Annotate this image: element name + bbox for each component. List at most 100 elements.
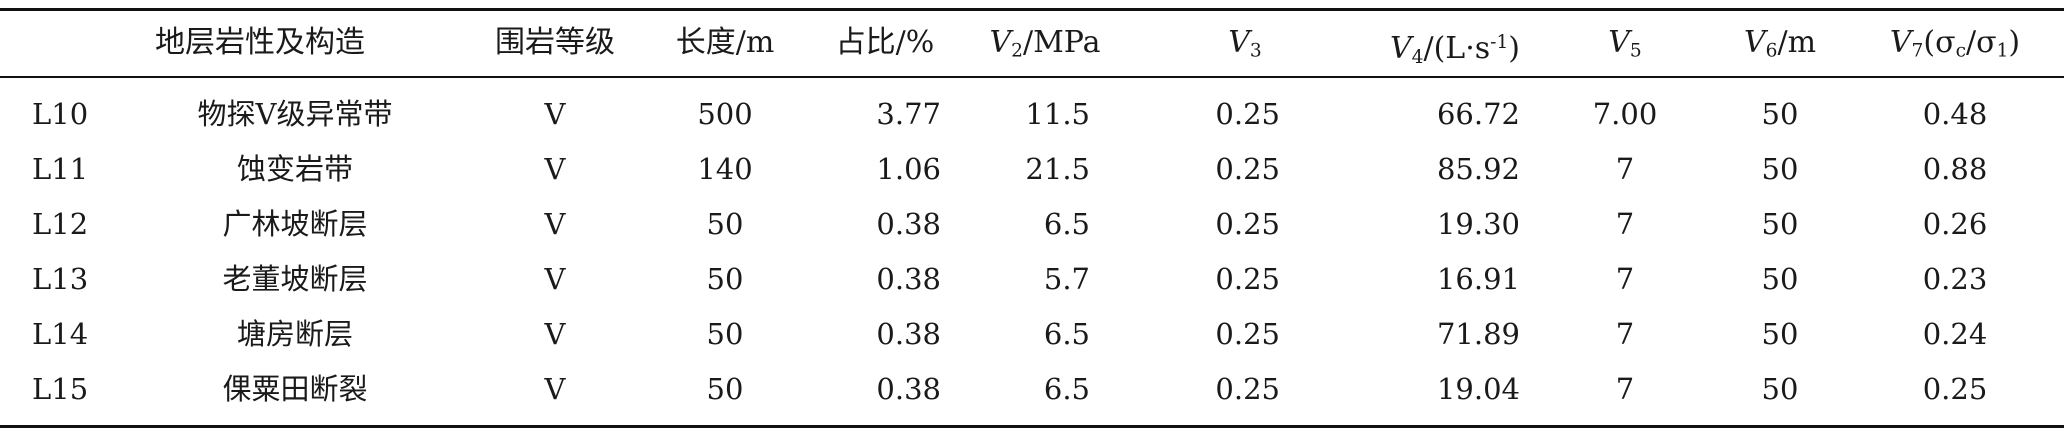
header-v3-symbol: V: [1228, 25, 1250, 60]
row-id: L11: [32, 152, 89, 186]
row-v7: 0.23: [1922, 262, 1988, 296]
row-v2: 6.5: [1043, 372, 1090, 406]
row-v5: 7: [1615, 152, 1635, 186]
row-grade: V: [544, 152, 566, 186]
row-v7: 0.88: [1922, 152, 1988, 186]
table-row: L10 物探V级异常带 V 500 3.77 11.5 0.25 66.72 7…: [0, 87, 2064, 141]
table-row: L13 老董坡断层 V 50 0.38 5.7 0.25 16.91 7 50 …: [0, 252, 2064, 306]
row-v2: 21.5: [1025, 152, 1090, 186]
row-v4: 16.91: [1436, 262, 1520, 296]
row-grade: V: [544, 372, 566, 406]
header-v6-symbol: V: [1743, 25, 1766, 60]
header-v3-sub: 3: [1249, 40, 1262, 62]
row-v5: 7: [1615, 262, 1635, 296]
row-grade: V: [544, 262, 566, 296]
row-v4: 71.89: [1436, 317, 1520, 351]
table-row: L15 倮粟田断裂 V 50 0.38 6.5 0.25 19.04 7 50 …: [0, 362, 2064, 416]
header-v4-unit: /(L·s: [1423, 31, 1491, 67]
header-v4-symbol: V: [1389, 31, 1412, 67]
row-v3: 0.25: [1215, 317, 1280, 351]
row-ratio: 0.38: [876, 262, 941, 296]
row-v4: 85.92: [1436, 152, 1520, 186]
header-v5: V5: [1560, 16, 1690, 70]
table-row: L12 广林坡断层 V 50 0.38 6.5 0.25 19.30 7 50 …: [0, 197, 2064, 251]
header-v6-sub: 6: [1765, 40, 1778, 62]
header-v3: V3: [1170, 16, 1320, 70]
header-v6-unit: /m: [1777, 25, 1817, 60]
row-length: 500: [697, 97, 753, 131]
row-length: 50: [706, 262, 744, 296]
row-v5: 7.00: [1592, 97, 1658, 131]
row-v5: 7: [1615, 317, 1635, 351]
header-layer: 地层岩性及构造: [60, 16, 460, 70]
row-v2: 5.7: [1043, 262, 1090, 296]
row-layer-name: 倮粟田断裂: [222, 372, 368, 406]
row-v4: 66.72: [1436, 97, 1520, 131]
row-v3: 0.25: [1215, 262, 1280, 296]
header-ratio: 占比/%: [835, 25, 935, 60]
row-v6: 50: [1761, 372, 1799, 406]
row-id: L14: [32, 317, 89, 351]
row-layer-name: 广林坡断层: [222, 207, 368, 241]
row-v6: 50: [1761, 262, 1799, 296]
header-v2-symbol: V: [989, 25, 1012, 60]
row-layer-name: 塘房断层: [236, 317, 353, 351]
header-v7-sub: 7: [1911, 40, 1924, 62]
row-ratio: 0.38: [876, 372, 941, 406]
row-id: L12: [32, 207, 89, 241]
row-v4: 19.04: [1436, 372, 1520, 406]
header-v7-mid: /σ: [1965, 25, 1997, 60]
row-v5: 7: [1615, 207, 1635, 241]
header-v2-unit: /MPa: [1022, 25, 1101, 60]
header-v2: V2/MPa: [960, 16, 1130, 70]
row-v6: 50: [1761, 97, 1799, 131]
row-ratio: 3.77: [876, 97, 941, 131]
row-ratio: 0.38: [876, 207, 941, 241]
row-v7: 0.48: [1922, 97, 1988, 131]
row-length: 50: [706, 372, 744, 406]
table-row: L14 塘房断层 V 50 0.38 6.5 0.25 71.89 7 50 0…: [0, 307, 2064, 361]
table-row: L11 蚀变岩带 V 140 1.06 21.5 0.25 85.92 7 50…: [0, 142, 2064, 196]
row-v3: 0.25: [1215, 372, 1280, 406]
row-v7: 0.25: [1922, 372, 1988, 406]
top-rule: [0, 8, 2064, 11]
header-v7-symbol: V: [1889, 25, 1912, 60]
row-id: L13: [32, 262, 89, 296]
header-v7-close: ): [2008, 25, 2021, 60]
header-v4-sub: 4: [1411, 46, 1424, 68]
row-grade: V: [544, 207, 566, 241]
header-length: 长度/m: [675, 25, 775, 60]
row-grade: V: [544, 97, 566, 131]
header-v6: V6/m: [1710, 16, 1850, 70]
row-v7: 0.24: [1922, 317, 1988, 351]
header-layer-label: 地层岩性及构造: [155, 25, 365, 60]
bottom-rule: [0, 425, 2064, 428]
row-length: 140: [697, 152, 753, 186]
row-length: 50: [706, 317, 744, 351]
row-length: 50: [706, 207, 744, 241]
row-v5: 7: [1615, 372, 1635, 406]
row-v3: 0.25: [1215, 97, 1280, 131]
header-v7: V7(σc/σ1): [1860, 16, 2050, 70]
row-id: L15: [32, 372, 89, 406]
row-layer-name: 蚀变岩带: [236, 152, 353, 186]
row-ratio: 0.38: [876, 317, 941, 351]
row-v2: 6.5: [1043, 207, 1090, 241]
row-ratio: 1.06: [876, 152, 941, 186]
header-rule: [0, 76, 2064, 78]
header-v4-close: ): [1508, 31, 1521, 67]
row-v3: 0.25: [1215, 207, 1280, 241]
header-grade: 围岩等级: [495, 25, 615, 60]
row-v2: 11.5: [1025, 97, 1090, 131]
row-id: L10: [32, 97, 89, 131]
table-header-row: 地层岩性及构造 围岩等级 长度/m 占比/% V2/MPa V3 V4/(L·s…: [0, 16, 2064, 70]
header-v5-sub: 5: [1629, 40, 1642, 62]
row-v3: 0.25: [1215, 152, 1280, 186]
header-v2-sub: 2: [1011, 40, 1023, 62]
row-layer-name: 物探V级异常带: [197, 97, 393, 131]
header-v7-sub-c: c: [1955, 40, 1966, 62]
header-v4-sup: -1: [1490, 32, 1509, 53]
row-v7: 0.26: [1922, 207, 1988, 241]
header-v4: V4/(L·s-1): [1330, 16, 1580, 70]
